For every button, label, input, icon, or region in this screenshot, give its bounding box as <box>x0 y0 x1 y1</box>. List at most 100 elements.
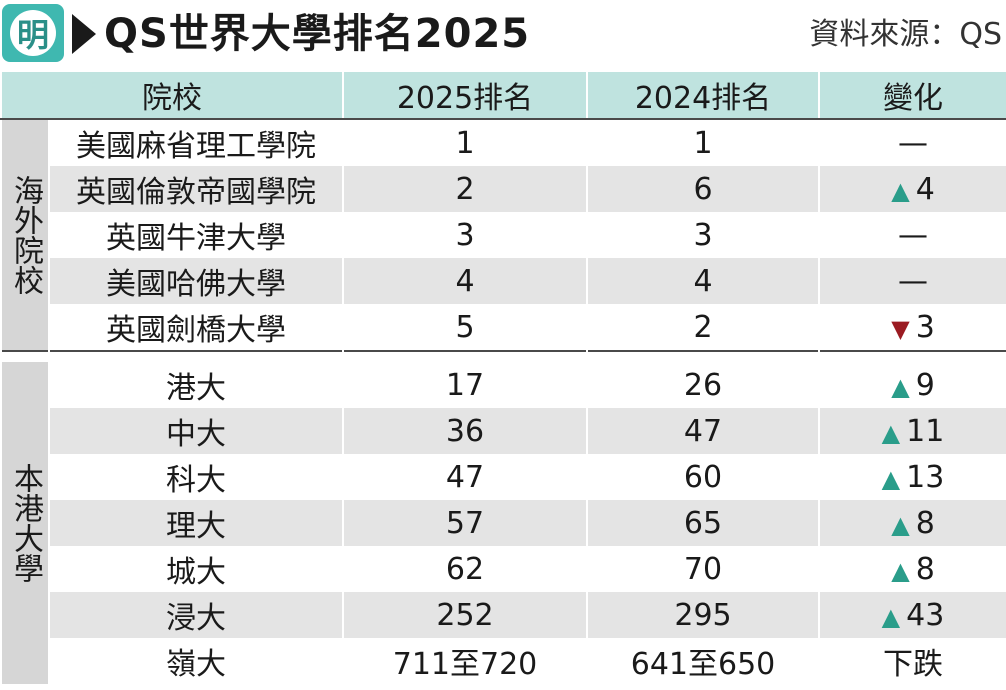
rank-change: 下跌 <box>818 638 1006 684</box>
rank-change: ▲ 8 <box>818 500 1006 546</box>
col-header-2025: 2025排名 <box>342 72 588 120</box>
title-arrow-icon <box>72 14 96 54</box>
up-triangle-icon: ▲ <box>881 418 901 447</box>
up-triangle-icon: ▲ <box>881 602 901 631</box>
school-name: 英國劍橋大學 <box>48 304 344 351</box>
up-triangle-icon: ▲ <box>891 556 910 585</box>
rank-2025: 252 <box>342 592 588 638</box>
rank-2025: 36 <box>342 408 588 454</box>
school-name: 城大 <box>48 546 344 592</box>
change-wrap: ▲ 8 <box>873 506 953 541</box>
up-triangle-icon: ▲ <box>891 510 910 539</box>
change-value: 9 <box>915 367 935 403</box>
up-triangle-icon: ▲ <box>891 176 910 205</box>
change-value: 43 <box>906 597 945 633</box>
rank-2024: 70 <box>586 546 820 592</box>
change-value: 8 <box>915 551 935 587</box>
rank-2024: 26 <box>586 362 820 408</box>
rank-2024: 47 <box>586 408 820 454</box>
rank-change: ▲ 11 <box>818 408 1006 454</box>
table-row: 英國倫敦帝國學院 2 6 ▲ 4 <box>1 166 1006 212</box>
rank-2024: 1 <box>586 119 820 166</box>
col-header-2024: 2024排名 <box>586 72 820 120</box>
change-wrap: ▲ 11 <box>873 414 953 449</box>
rank-2025: 1 <box>342 119 588 166</box>
school-name: 中大 <box>48 408 344 454</box>
logo-char: 明 <box>10 10 56 56</box>
school-name: 港大 <box>48 362 344 408</box>
col-header-school: 院校 <box>0 72 344 120</box>
table-body: 海外院校 美國麻省理工學院 1 1— 英國倫敦帝國學院 2 6 ▲ 4 英國牛津大學 3 3— 美國哈佛… <box>0 119 1006 684</box>
change-wrap: ▲ 4 <box>873 172 953 207</box>
change-value: 13 <box>906 459 945 495</box>
change-wrap: ▲ 43 <box>873 598 953 633</box>
school-name: 英國倫敦帝國學院 <box>48 166 344 212</box>
change-value: — <box>898 217 928 253</box>
rank-change: — <box>818 212 1006 258</box>
school-name: 英國牛津大學 <box>48 212 344 258</box>
rank-2024: 6 <box>586 166 820 212</box>
rank-2025: 711至720 <box>342 638 588 684</box>
table-row: 中大 36 47 ▲ 11 <box>1 408 1006 454</box>
rank-2025: 4 <box>342 258 588 304</box>
rank-2024: 2 <box>586 304 820 351</box>
table-row: 嶺大 711至720 641至650 下跌 <box>1 638 1006 684</box>
school-name: 浸大 <box>48 592 344 638</box>
rank-2024: 4 <box>586 258 820 304</box>
rank-2024: 60 <box>586 454 820 500</box>
rank-2024: 65 <box>586 500 820 546</box>
rank-2025: 3 <box>342 212 588 258</box>
col-header-change: 變化 <box>818 72 1006 120</box>
school-name: 科大 <box>48 454 344 500</box>
rank-2025: 62 <box>342 546 588 592</box>
change-value: — <box>898 263 928 299</box>
table-row: 理大 57 65 ▲ 8 <box>1 500 1006 546</box>
rank-2024: 295 <box>586 592 820 638</box>
rank-change: ▲ 43 <box>818 592 1006 638</box>
rank-2024: 641至650 <box>586 638 820 684</box>
change-wrap: ▲ 9 <box>873 368 953 403</box>
group-label: 海外院校 <box>0 119 50 351</box>
table-row: 英國劍橋大學 5 2 ▼ 3 <box>1 304 1006 351</box>
change-wrap: ▼ 3 <box>873 310 953 345</box>
group-separator <box>0 350 1006 362</box>
rank-change: ▲ 8 <box>818 546 1006 592</box>
change-wrap: ▲ 8 <box>873 552 953 587</box>
rank-2025: 17 <box>342 362 588 408</box>
change-value: — <box>898 125 928 161</box>
table-row: 浸大 252 295 ▲ 43 <box>1 592 1006 638</box>
table-row: 本港大學 港大 17 26 ▲ 9 <box>0 362 1006 684</box>
rank-2024: 3 <box>586 212 820 258</box>
rank-change: ▲ 9 <box>818 362 1006 408</box>
table-row: 科大 47 60 ▲ 13 <box>1 454 1006 500</box>
page-title: QS世界大學排名2025 <box>104 11 531 57</box>
table-row: 英國牛津大學 3 3— <box>1 212 1006 258</box>
school-name: 美國哈佛大學 <box>48 258 344 304</box>
group-label: 本港大學 <box>0 362 50 684</box>
rank-change: ▲ 13 <box>818 454 1006 500</box>
change-wrap: — <box>873 264 953 299</box>
rank-change: — <box>818 258 1006 304</box>
table-header-row: 院校 2025排名 2024排名 變化 <box>0 72 1006 120</box>
change-wrap: — <box>873 126 953 161</box>
up-triangle-icon: ▲ <box>891 372 910 401</box>
separator-cell <box>0 350 1006 362</box>
rank-2025: 2 <box>342 166 588 212</box>
school-name: 嶺大 <box>48 638 344 684</box>
ranking-table: 院校 2025排名 2024排名 變化 海外院校 美國麻省理工學院 1 1— 英國倫敦帝… <box>0 72 1006 684</box>
school-name: 理大 <box>48 500 344 546</box>
change-wrap: 下跌 <box>873 639 953 683</box>
rank-2025: 47 <box>342 454 588 500</box>
rank-change: — <box>818 119 1006 166</box>
change-value: 11 <box>906 413 945 449</box>
logo: 明 <box>2 4 64 62</box>
rank-change: ▼ 3 <box>818 304 1006 351</box>
header: 明 QS世界大學排名2025 資料來源：QS <box>0 0 1006 70</box>
table-row: 美國哈佛大學 4 4— <box>1 258 1006 304</box>
change-wrap: — <box>873 218 953 253</box>
table-row: 海外院校 美國麻省理工學院 1 1— <box>0 119 1006 351</box>
source-note: 資料來源：QS <box>809 17 1002 52</box>
down-triangle-icon: ▼ <box>891 314 910 343</box>
change-value: 4 <box>915 171 935 207</box>
change-wrap: ▲ 13 <box>873 460 953 495</box>
